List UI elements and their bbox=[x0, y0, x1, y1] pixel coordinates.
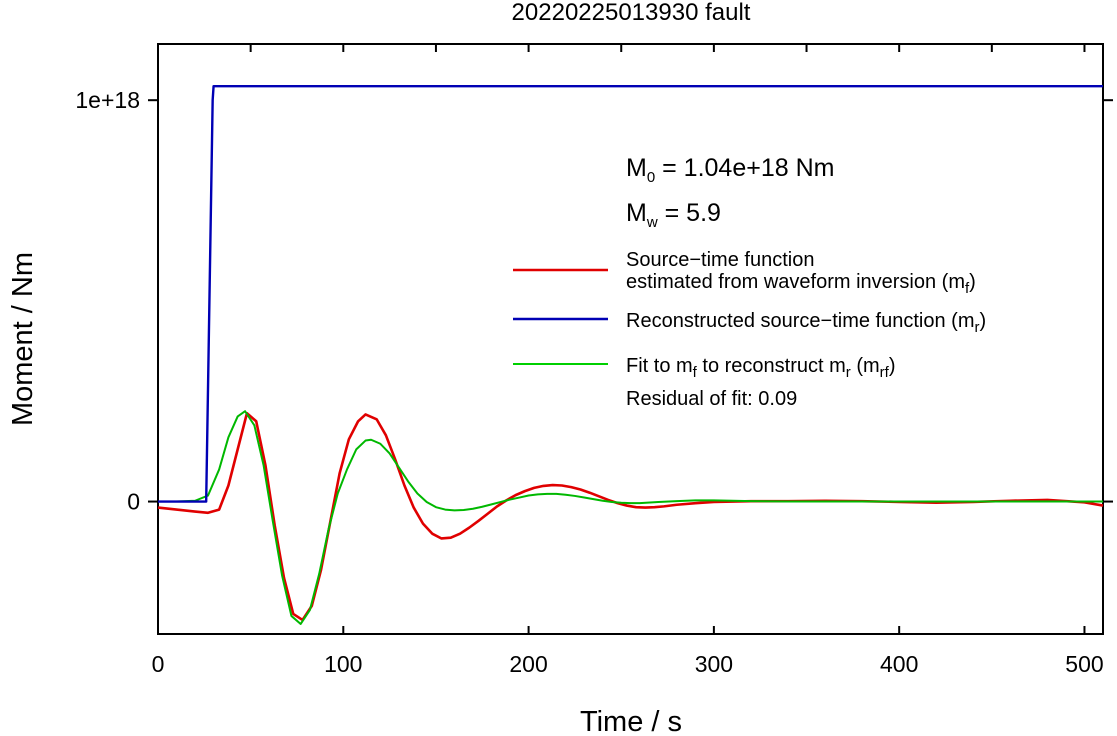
chart-title: 20220225013930 fault bbox=[512, 0, 751, 26]
legend-label-red-line1: Source−time function bbox=[626, 249, 814, 271]
y-axis-title: Moment / Nm bbox=[7, 252, 39, 426]
residual-annotation: Residual of fit: 0.09 bbox=[626, 388, 797, 410]
y-tick-label: 1e+18 bbox=[75, 87, 140, 113]
plot-frame bbox=[157, 43, 1104, 635]
legend: Source−time function estimated from wave… bbox=[513, 249, 986, 410]
x-tick-label: 400 bbox=[880, 651, 918, 677]
series-layer bbox=[157, 84, 1104, 625]
x-tick-label: 200 bbox=[509, 651, 547, 677]
moment-magnitude-annotation: Mw = 5.9 bbox=[626, 199, 721, 231]
x-tick-label: 0 bbox=[152, 651, 165, 677]
x-tick-label: 100 bbox=[324, 651, 362, 677]
seismic-moment-annotation: M0 = 1.04e+18 Nm bbox=[626, 154, 834, 186]
legend-label-blue: Reconstructed source−time function (mr) bbox=[626, 310, 986, 336]
y-axis: 0 1e+18 bbox=[75, 87, 1113, 515]
legend-label-red-line2: estimated from waveform inversion (mf) bbox=[626, 271, 976, 297]
series-line-green bbox=[158, 410, 1103, 625]
y-tick-label: 0 bbox=[127, 489, 140, 515]
series-line-red bbox=[157, 411, 1104, 622]
x-tick-label: 300 bbox=[695, 651, 733, 677]
x-tick-label: 500 bbox=[1065, 651, 1103, 677]
x-axis-title: Time / s bbox=[580, 706, 682, 736]
legend-label-green: Fit to mf to reconstruct mr (mrf) bbox=[626, 355, 896, 381]
series-line-blue bbox=[158, 84, 1103, 503]
x-axis: 0 100 200 300 400 500 bbox=[152, 44, 1104, 677]
